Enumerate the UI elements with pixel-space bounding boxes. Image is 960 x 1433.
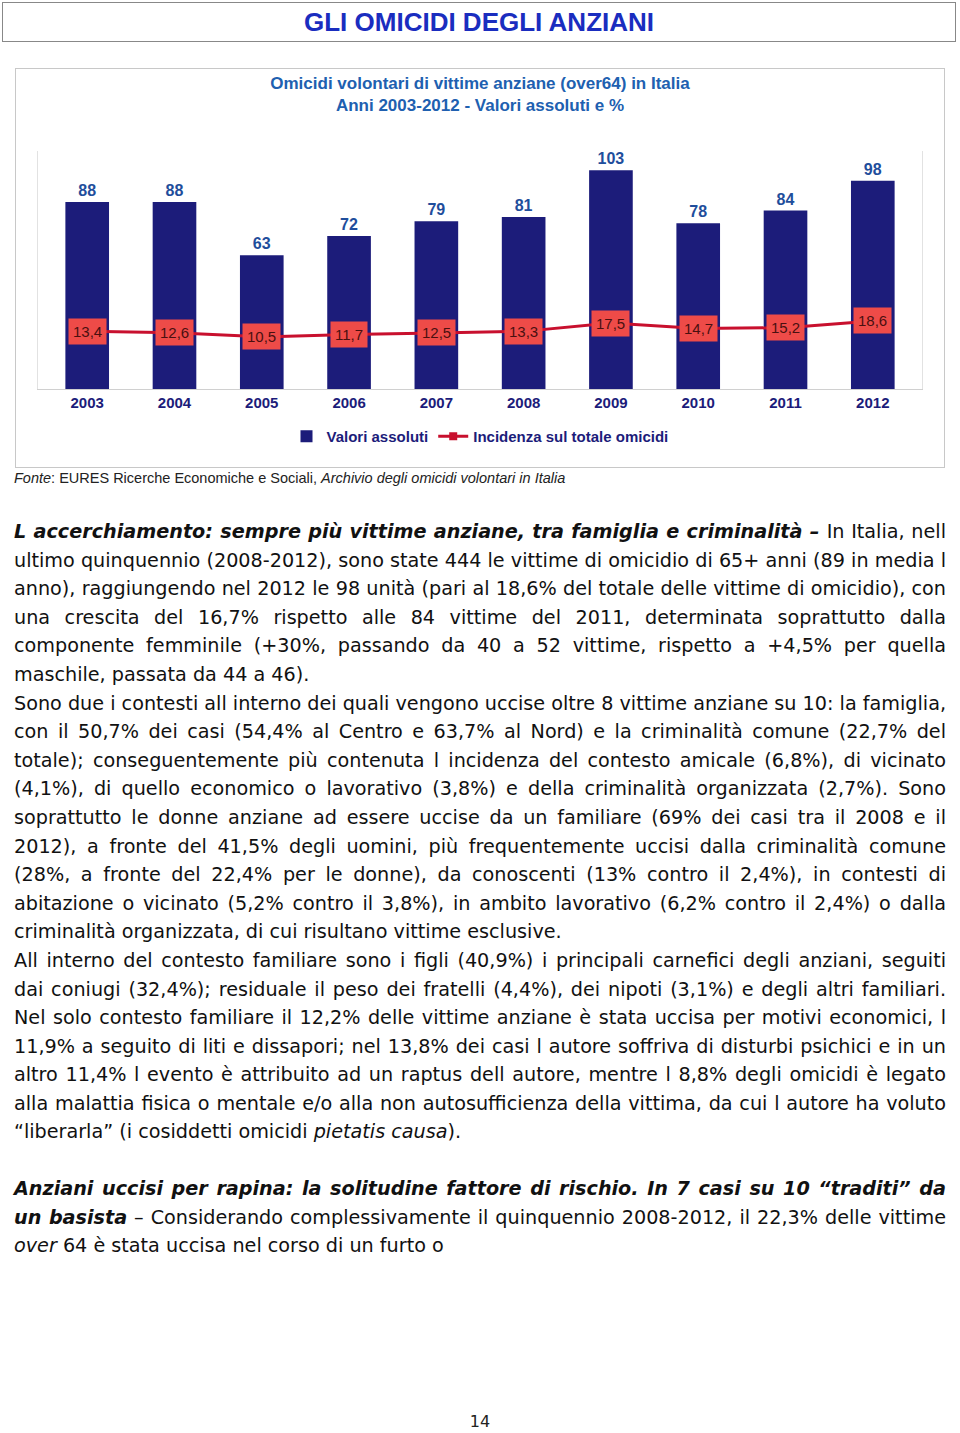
svg-text:98: 98: [864, 161, 882, 178]
html-text:GLI OMICIDI DEGLI ANZIANI: GLI OMICIDI DEGLI ANZIANI: [304, 7, 654, 37]
svg-text:88: 88: [166, 182, 184, 199]
html-text:All interno del contesto famil: All interno del contesto familiare sono …: [14, 948, 946, 1144]
svg-text:Incidenza sul totale omicidi: Incidenza sul totale omicidi: [473, 428, 668, 445]
html-text:Sono due i contesti all intern: Sono due i contesti all interno dei qual…: [14, 691, 946, 944]
html-text:Anziani uccisi per rapina: la: Anziani uccisi per rapina: la solitudine…: [14, 1177, 946, 1229]
svg-text:10,5: 10,5: [247, 328, 276, 345]
svg-text:81: 81: [515, 197, 533, 214]
svg-text:2006: 2006: [332, 394, 365, 411]
svg-text:11,7: 11,7: [335, 326, 363, 343]
svg-text:88: 88: [78, 182, 96, 199]
svg-text:17,5: 17,5: [596, 315, 625, 332]
svg-text:84: 84: [777, 191, 795, 208]
svg-text:2003: 2003: [71, 394, 104, 411]
svg-text:2012: 2012: [856, 394, 889, 411]
html-text:14: 14: [469, 1412, 491, 1431]
svg-text:2009: 2009: [594, 394, 627, 411]
svg-text:78: 78: [689, 203, 707, 220]
html-text:Fonte: EURES Ricerche Economic: Fonte: EURES Ricerche Economiche e Socia…: [14, 470, 566, 486]
svg-text:2005: 2005: [245, 394, 278, 411]
svg-text:2008: 2008: [507, 394, 540, 411]
svg-text:18,6: 18,6: [858, 312, 887, 329]
svg-text:Valori assoluti: Valori assoluti: [327, 428, 429, 445]
svg-text:79: 79: [427, 201, 445, 218]
svg-text:2004: 2004: [158, 394, 192, 411]
svg-text:12,6: 12,6: [160, 324, 189, 341]
svg-text:13,4: 13,4: [73, 323, 102, 340]
svg-text:12,5: 12,5: [422, 324, 451, 341]
html-text:over 64 è stata uccisa nel cor: over 64 è stata uccisa nel corso di un f…: [14, 1234, 444, 1258]
svg-text:2007: 2007: [420, 394, 453, 411]
svg-text:15,2: 15,2: [771, 319, 800, 336]
svg-text:103: 103: [598, 150, 625, 167]
html-text:L accerchiamento: sempre più v: L accerchiamento: sempre più vittime anz…: [14, 520, 946, 686]
svg-text:13,3: 13,3: [509, 323, 538, 340]
svg-text:14,7: 14,7: [684, 320, 713, 337]
svg-text:2011: 2011: [769, 394, 802, 411]
svg-text:Omicidi volontari di vittime a: Omicidi volontari di vittime anziane (ov…: [270, 74, 690, 115]
svg-text:2010: 2010: [682, 394, 715, 411]
svg-text:63: 63: [253, 235, 271, 252]
svg-text:72: 72: [340, 216, 358, 233]
